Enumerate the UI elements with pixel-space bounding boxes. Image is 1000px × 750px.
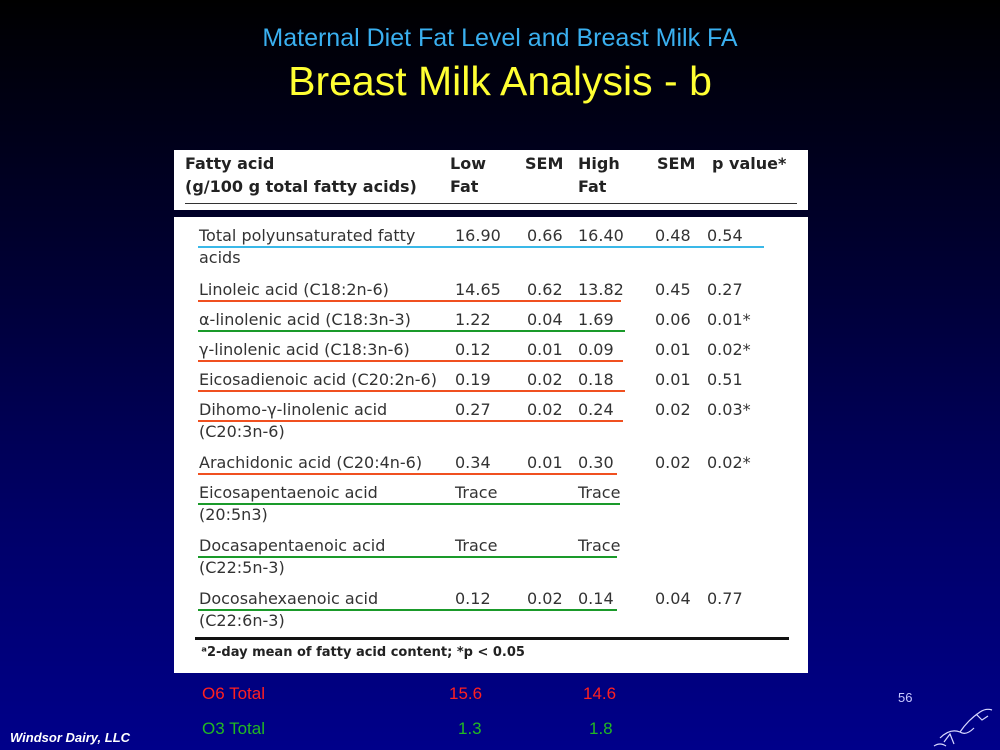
row-sem-high-value: 0.02: [655, 453, 691, 472]
row-sem-low-value: 0.01: [527, 453, 563, 472]
o3-total-high: 1.8: [589, 719, 613, 738]
row-low-fat-value: 1.22: [455, 310, 491, 329]
row-low-fat-value: Trace: [455, 483, 498, 502]
o6-total-high: 14.6: [583, 684, 617, 703]
bird-sketch-icon: [933, 708, 993, 747]
row-sem-low-value: 0.66: [527, 226, 563, 245]
table-bottom-rule: [195, 637, 789, 640]
row-p-value: 0.03*: [707, 400, 751, 419]
row-p-value: 0.01*: [707, 310, 751, 329]
row-sem-high-value: 0.01: [655, 370, 691, 389]
slide-subtitle: Maternal Diet Fat Level and Breast Milk …: [262, 24, 738, 52]
row-sem-high-value: 0.04: [655, 589, 691, 608]
row-low-fat-value: 16.90: [455, 226, 501, 245]
table-footnote: ᵃ2-day mean of fatty acid content; *p < …: [201, 645, 525, 660]
header-low-fat: Low Fat: [450, 152, 486, 198]
header-high-fat: High Fat: [578, 152, 620, 198]
row-p-value: 0.02*: [707, 340, 751, 359]
row-fatty-acid-name-line2: (C22:6n-3): [199, 611, 285, 630]
row-sem-high-value: 0.01: [655, 340, 691, 359]
row-fatty-acid-name: Eicosapentaenoic acid: [199, 483, 378, 502]
row-sem-low-value: 0.01: [527, 340, 563, 359]
o6-total-label: O6 Total: [202, 684, 266, 703]
header-low-line1: Low: [450, 154, 486, 173]
row-high-fat-value: 0.09: [578, 340, 614, 359]
header-low-line2: Fat: [450, 177, 479, 196]
row-p-value: 0.02*: [707, 453, 751, 472]
row-fatty-acid-name-line2: (C22:5n-3): [199, 558, 285, 577]
row-fatty-acid-name: γ-linolenic acid (C18:3n-6): [199, 340, 410, 359]
row-highlight-underline: [198, 246, 764, 248]
row-fatty-acid-name: Eicosadienoic acid (C20:2n-6): [199, 370, 437, 389]
row-high-fat-value: 0.18: [578, 370, 614, 389]
row-fatty-acid-name: Linoleic acid (C18:2n-6): [199, 280, 389, 299]
row-p-value: 0.77: [707, 589, 743, 608]
o3-total-label: O3 Total: [202, 719, 266, 738]
row-fatty-acid-name: Dihomo-γ-linolenic acid: [199, 400, 388, 419]
row-highlight-underline: [198, 503, 620, 505]
o3-total-low: 1.3: [458, 719, 482, 738]
row-high-fat-value: 16.40: [578, 226, 624, 245]
header-fatty-acid-line1: Fatty acid: [185, 154, 275, 173]
header-sem-2: SEM: [657, 154, 696, 173]
row-sem-high-value: 0.02: [655, 400, 691, 419]
row-fatty-acid-name-line2: (20:5n3): [199, 505, 268, 524]
row-sem-low-value: 0.02: [527, 370, 563, 389]
row-low-fat-value: 0.34: [455, 453, 491, 472]
row-low-fat-value: 14.65: [455, 280, 501, 299]
company-name: Windsor Dairy, LLC: [10, 730, 131, 745]
row-high-fat-value: 0.14: [578, 589, 614, 608]
row-high-fat-value: 0.30: [578, 453, 614, 472]
header-fatty-acid: Fatty acid (g/100 g total fatty acids): [185, 152, 417, 198]
header-high-line1: High: [578, 154, 620, 173]
header-fatty-acid-line2: (g/100 g total fatty acids): [185, 177, 417, 196]
row-highlight-underline: [198, 556, 617, 558]
row-low-fat-value: 0.19: [455, 370, 491, 389]
row-high-fat-value: Trace: [578, 483, 621, 502]
row-highlight-underline: [198, 420, 623, 422]
header-p-value: p value*: [712, 154, 787, 173]
o6-total-low: 15.6: [449, 684, 483, 703]
row-fatty-acid-name: Arachidonic acid (C20:4n-6): [199, 453, 423, 472]
row-highlight-underline: [198, 300, 621, 302]
row-sem-low-value: 0.02: [527, 589, 563, 608]
row-high-fat-value: 1.69: [578, 310, 614, 329]
row-low-fat-value: 0.12: [455, 589, 491, 608]
table-body: ᵃ2-day mean of fatty acid content; *p < …: [174, 217, 808, 673]
row-low-fat-value: 0.27: [455, 400, 491, 419]
row-highlight-underline: [198, 330, 625, 332]
row-high-fat-value: 13.82: [578, 280, 624, 299]
row-sem-low-value: 0.02: [527, 400, 563, 419]
row-fatty-acid-name: Total polyunsaturated fatty: [199, 226, 416, 245]
row-sem-high-value: 0.45: [655, 280, 691, 299]
row-sem-low-value: 0.62: [527, 280, 563, 299]
header-sem-1: SEM: [525, 154, 564, 173]
row-high-fat-value: 0.24: [578, 400, 614, 419]
row-low-fat-value: Trace: [455, 536, 498, 555]
row-fatty-acid-name: Docosahexaenoic acid: [199, 589, 379, 608]
row-highlight-underline: [198, 390, 625, 392]
row-fatty-acid-name: Docasapentaenoic acid: [199, 536, 386, 555]
row-fatty-acid-name-line2: acids: [199, 248, 241, 267]
header-high-line2: Fat: [578, 177, 607, 196]
row-low-fat-value: 0.12: [455, 340, 491, 359]
row-highlight-underline: [198, 609, 617, 611]
slide-title: Breast Milk Analysis - b: [288, 58, 712, 104]
row-p-value: 0.27: [707, 280, 743, 299]
row-fatty-acid-name-line2: (C20:3n-6): [199, 422, 285, 441]
header-divider: [185, 203, 797, 204]
row-highlight-underline: [198, 473, 617, 475]
row-p-value: 0.51: [707, 370, 743, 389]
row-high-fat-value: Trace: [578, 536, 621, 555]
row-highlight-underline: [198, 360, 623, 362]
row-sem-high-value: 0.48: [655, 226, 691, 245]
page-number: 56: [898, 690, 913, 705]
table-header: Fatty acid (g/100 g total fatty acids) L…: [174, 150, 808, 210]
row-fatty-acid-name: α-linolenic acid (C18:3n-3): [199, 310, 411, 329]
row-sem-high-value: 0.06: [655, 310, 691, 329]
row-sem-low-value: 0.04: [527, 310, 563, 329]
row-p-value: 0.54: [707, 226, 743, 245]
